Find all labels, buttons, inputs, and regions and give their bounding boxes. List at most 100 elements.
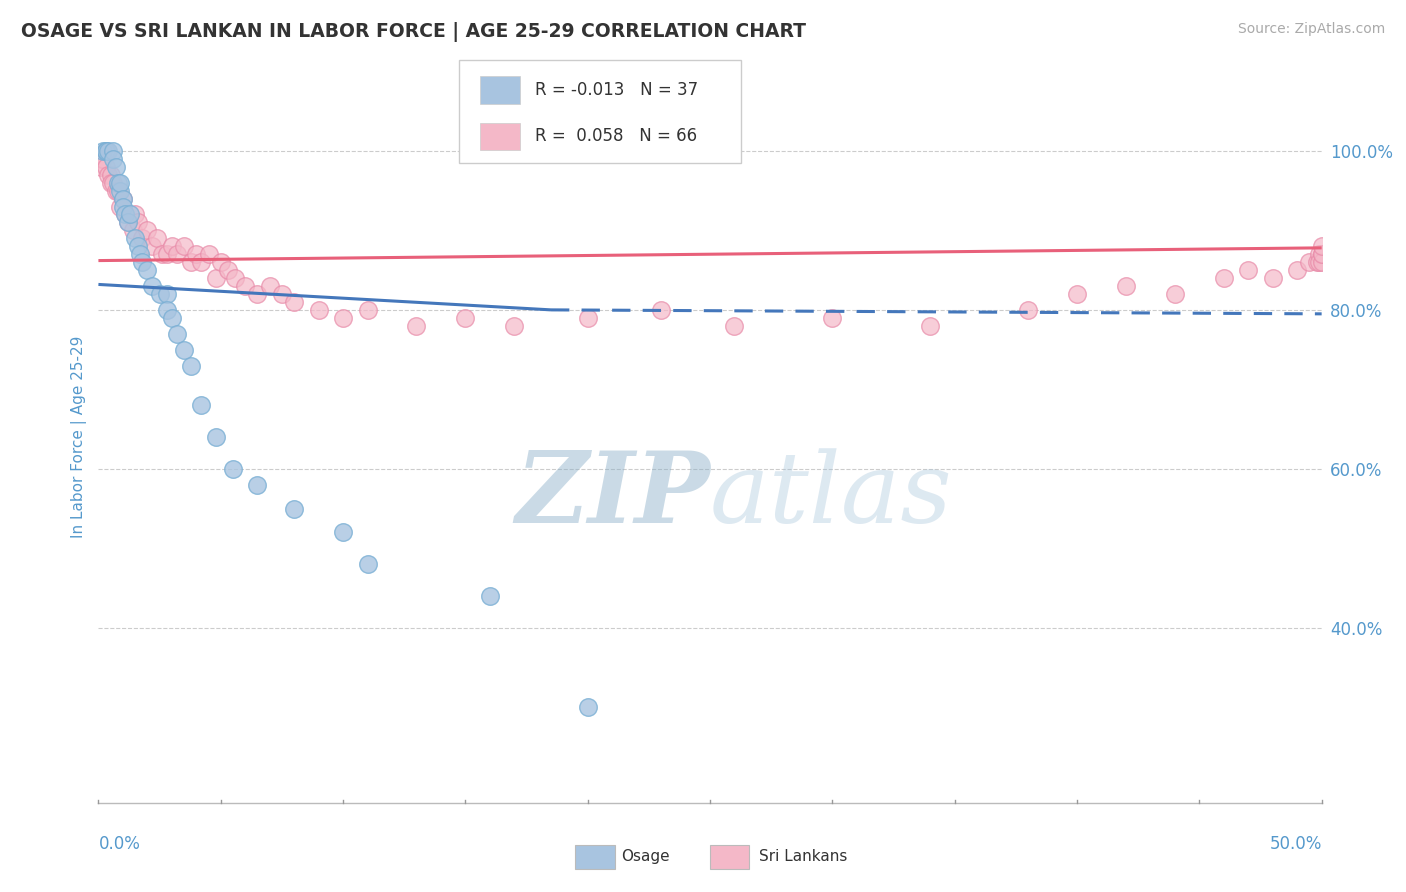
Point [246,287,269,301]
Point [101,144,124,158]
Point [222,462,245,476]
Point [156,247,179,261]
Point [197,247,219,261]
Point [920,318,942,333]
Point [141,239,163,253]
Point [1308,255,1330,269]
Point [107,184,129,198]
Point [121,223,143,237]
Point [1310,247,1333,261]
Text: atlas: atlas [710,448,953,543]
Point [149,287,172,301]
Point [1212,271,1234,285]
Point [1298,255,1320,269]
Point [104,184,127,198]
Point [180,359,202,373]
Point [91,144,114,158]
Point [356,558,378,572]
Point [90,160,112,174]
Point [156,302,179,317]
Point [124,231,146,245]
Point [156,287,179,301]
Point [111,192,134,206]
Y-axis label: In Labor Force | Age 25-29: In Labor Force | Age 25-29 [72,336,87,538]
Point [270,287,294,301]
Point [356,302,378,317]
Point [246,477,269,491]
Point [1306,255,1329,269]
Text: OSAGE VS SRI LANKAN IN LABOR FORCE | AGE 25-29 CORRELATION CHART: OSAGE VS SRI LANKAN IN LABOR FORCE | AGE… [21,22,806,42]
Point [1286,263,1309,277]
Point [1017,302,1039,317]
Point [1310,255,1333,269]
Point [186,247,208,261]
Point [190,255,212,269]
Point [136,263,159,277]
Point [117,215,139,229]
Point [650,302,672,317]
Point [217,263,239,277]
Point [97,168,120,182]
Point [131,231,153,245]
Point [205,430,228,444]
Point [1115,279,1137,293]
Point [259,279,281,293]
Point [107,176,129,190]
Text: Sri Lankans: Sri Lankans [759,849,848,864]
Point [101,176,124,190]
Point [1310,239,1333,253]
Point [101,152,124,166]
Text: R =  0.058   N = 66: R = 0.058 N = 66 [536,128,697,145]
Point [173,343,195,357]
Text: ZIP: ZIP [515,448,710,544]
Point [124,207,146,221]
Point [576,310,599,325]
Text: 50.0%: 50.0% [1270,835,1322,853]
Point [110,184,132,198]
Point [97,144,120,158]
Bar [710,846,749,869]
Point [160,239,183,253]
Point [209,255,232,269]
Point [91,152,114,166]
Point [821,310,844,325]
Bar [479,122,520,151]
FancyBboxPatch shape [460,61,741,163]
Point [100,168,122,182]
Point [405,318,427,333]
Point [503,318,526,333]
Point [308,302,330,317]
Point [129,247,152,261]
Point [190,398,212,412]
Point [120,207,142,221]
Point [1237,263,1260,277]
Point [111,192,134,206]
Point [150,247,173,261]
Bar [479,77,520,104]
Point [166,326,188,341]
Point [111,200,134,214]
Point [173,239,195,253]
Point [723,318,745,333]
Point [141,279,163,293]
Point [166,247,188,261]
Point [104,160,127,174]
Point [127,239,149,253]
Point [110,200,132,214]
Text: 0.0%: 0.0% [98,835,141,853]
Point [283,294,305,309]
Point [454,310,477,325]
Text: Source: ZipAtlas.com: Source: ZipAtlas.com [1237,22,1385,37]
Text: Osage: Osage [620,849,669,864]
Point [283,501,305,516]
Point [205,271,228,285]
Point [1308,247,1330,261]
Point [90,152,112,166]
Point [94,144,117,158]
Point [478,589,501,603]
Point [146,231,169,245]
Point [233,279,256,293]
Point [332,310,354,325]
Point [114,207,136,221]
Point [180,255,202,269]
